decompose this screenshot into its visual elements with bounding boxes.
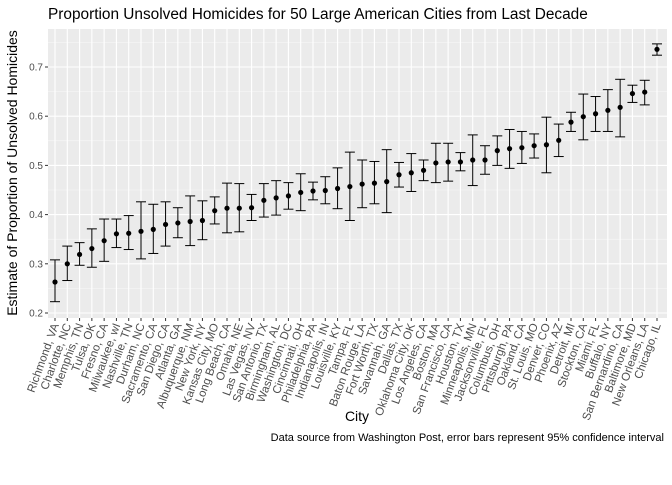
data-point (52, 279, 58, 285)
data-point (433, 160, 439, 166)
data-point (445, 159, 451, 165)
data-point (420, 167, 427, 173)
data-point (347, 183, 353, 190)
data-point (150, 226, 156, 232)
data-point (138, 228, 144, 234)
data-point (531, 143, 537, 149)
data-point (629, 90, 636, 97)
data-point (543, 142, 550, 148)
data-point (273, 195, 279, 201)
grid-minor (48, 42, 667, 289)
data-point (101, 238, 107, 244)
data-point (506, 146, 513, 152)
data-point (322, 187, 328, 194)
data-point (617, 104, 623, 110)
data-point (359, 181, 365, 187)
y-axis-label: Estimate of Proportion of Unsolved Homic… (4, 30, 20, 316)
data-point (162, 221, 169, 228)
data-point (89, 245, 95, 252)
plot-panel (48, 29, 667, 318)
x-axis-label: City (345, 408, 369, 424)
data-point (224, 205, 230, 211)
data-point (642, 89, 648, 95)
y-tick-label: 0.7 (29, 63, 43, 74)
data-point (408, 170, 414, 176)
y-axis-ticks: 0.2 0.3 0.4 0.5 0.6 0.7 (29, 63, 48, 320)
data-point (592, 111, 599, 117)
data-point (285, 193, 292, 199)
data-point (236, 205, 242, 211)
data-point (126, 230, 132, 236)
chart-caption: Data source from Washington Post, error … (271, 432, 664, 444)
grid-major (48, 29, 667, 318)
data-point (568, 119, 574, 125)
y-tick-label: 0.5 (29, 161, 43, 172)
y-tick-label: 0.3 (29, 259, 43, 270)
data-point (248, 205, 255, 211)
data-point (580, 114, 586, 120)
data-point (334, 185, 341, 192)
y-tick-label: 0.6 (29, 112, 43, 123)
data-point (605, 107, 611, 113)
data-point (494, 148, 500, 154)
y-tick-label: 0.2 (29, 309, 43, 320)
data-point (187, 218, 193, 225)
data-point (298, 189, 304, 196)
data-point (261, 197, 267, 203)
data-point (310, 188, 316, 194)
data-point (199, 217, 206, 224)
data-point (519, 145, 525, 151)
data-point (64, 261, 70, 267)
data-point (113, 231, 120, 237)
data-point (396, 172, 402, 178)
data-point (556, 137, 562, 143)
data-point (212, 208, 218, 214)
data-point (371, 180, 378, 186)
data-point (384, 179, 390, 185)
y-tick-label: 0.4 (29, 210, 43, 221)
data-point (457, 159, 464, 165)
chart-title: Proportion Unsolved Homicides for 50 Lar… (48, 6, 588, 23)
data-point (175, 220, 181, 226)
data-point (76, 251, 83, 258)
data-points (52, 46, 660, 285)
data-point (482, 157, 488, 163)
data-point (654, 46, 660, 52)
data-point (470, 157, 476, 163)
